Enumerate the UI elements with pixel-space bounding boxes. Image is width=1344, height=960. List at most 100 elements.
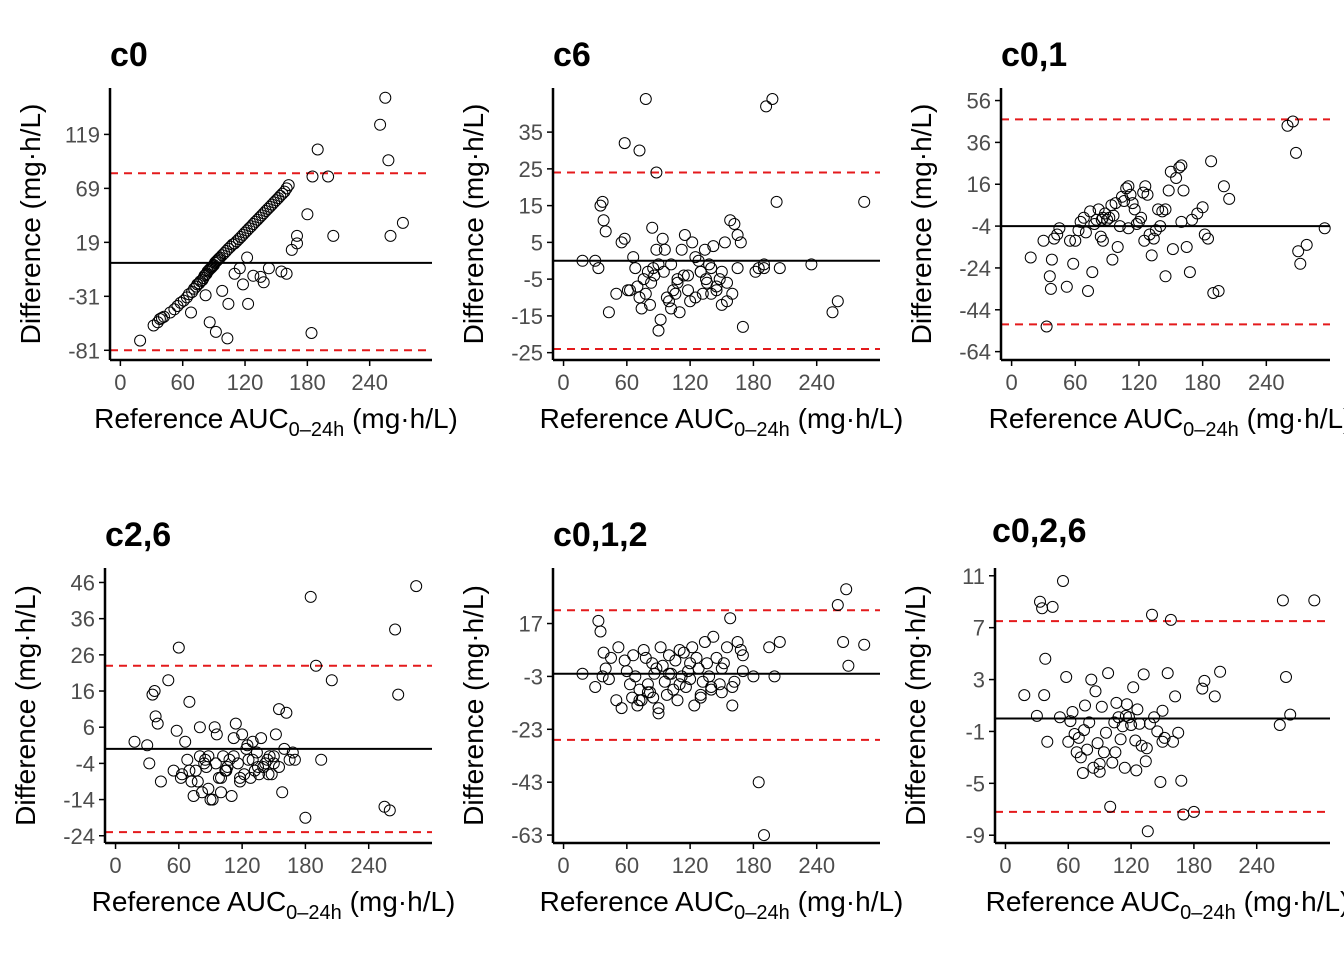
data-point [701, 657, 713, 670]
data-point [1030, 709, 1043, 722]
y-tick-label: 17 [519, 612, 543, 637]
data-point [728, 675, 741, 688]
data-point [736, 649, 749, 662]
data-point [610, 694, 623, 707]
data-point [1207, 287, 1220, 299]
data-point [1156, 205, 1169, 218]
data-point [715, 298, 728, 311]
data-point [686, 236, 699, 249]
y-axis-label: Difference (mg·h/L) [10, 585, 41, 826]
data-point [629, 262, 642, 275]
x-tick-label: 240 [351, 370, 388, 395]
data-point [831, 295, 844, 308]
data-point [217, 750, 230, 763]
data-point [215, 786, 227, 799]
x-tick-label: 180 [735, 370, 772, 395]
y-axis-label: Difference (mg·h/L) [15, 104, 46, 345]
x-tick-label: 180 [1184, 370, 1221, 395]
data-point [1164, 613, 1177, 626]
data-point [1175, 159, 1188, 172]
data-point [633, 291, 646, 304]
data-point [396, 216, 409, 229]
data-point [1156, 704, 1169, 717]
data-point [253, 768, 265, 781]
data-point [654, 313, 667, 326]
x-tick-label: 240 [350, 853, 387, 878]
data-point [291, 229, 303, 242]
data-point [1044, 282, 1057, 295]
data-point [698, 243, 711, 256]
data-point [594, 625, 607, 638]
x-tick-label: 60 [1063, 370, 1087, 395]
data-point [826, 306, 839, 319]
y-tick-label: 69 [76, 176, 100, 201]
data-point [220, 764, 233, 777]
data-point [1051, 228, 1064, 241]
data-point [259, 205, 272, 217]
data-point [726, 287, 739, 300]
data-point [379, 91, 392, 104]
data-point [657, 265, 670, 278]
data-point [185, 775, 198, 788]
y-tick-label: -31 [68, 284, 100, 309]
data-point [639, 93, 652, 105]
data-point [675, 243, 688, 256]
data-point [1284, 708, 1297, 721]
data-point [1139, 180, 1152, 193]
y-tick-label: 3 [973, 668, 985, 693]
x-tick-label: 120 [1121, 370, 1158, 395]
data-point [193, 721, 206, 734]
data-point [392, 688, 405, 701]
data-point [234, 231, 247, 243]
data-point [1046, 600, 1059, 613]
data-point [230, 235, 243, 248]
data-point [243, 222, 256, 235]
x-tick-label: 0 [109, 853, 121, 878]
data-point [1039, 652, 1052, 665]
data-point [1130, 218, 1143, 230]
data-point [715, 265, 728, 278]
y-tick-label: -4 [971, 214, 991, 239]
data-point [1074, 751, 1087, 764]
data-point [592, 262, 605, 275]
y-axis-label: Difference (mg·h/L) [900, 585, 931, 826]
x-tick-label: 120 [672, 370, 709, 395]
data-point [187, 790, 200, 802]
data-point [183, 695, 196, 708]
data-point [1205, 155, 1218, 168]
x-tick-label: 0 [557, 853, 569, 878]
data-point [1308, 594, 1321, 607]
data-point [266, 198, 278, 211]
y-tick-label: -43 [511, 770, 543, 795]
data-point [155, 311, 168, 324]
y-tick-label: -64 [959, 340, 991, 365]
data-point [249, 215, 262, 228]
data-point [1018, 689, 1031, 702]
data-point [1147, 232, 1160, 245]
x-tick-label: 180 [289, 370, 326, 395]
data-point [671, 276, 684, 289]
y-tick-label: -5 [965, 771, 985, 796]
data-point [758, 829, 770, 842]
data-point [1173, 161, 1186, 174]
data-point [216, 284, 229, 297]
data-point [652, 702, 665, 715]
data-point [602, 306, 615, 319]
data-point [389, 623, 402, 636]
data-point [227, 750, 240, 763]
y-tick-label: -24 [959, 256, 991, 281]
data-point [700, 273, 712, 286]
data-point [263, 750, 276, 763]
data-point [202, 750, 215, 763]
data-point [216, 249, 229, 262]
x-tick-label: 60 [170, 370, 194, 395]
data-point [1057, 575, 1069, 587]
data-point [770, 195, 783, 208]
data-point [278, 185, 291, 198]
data-point [259, 757, 272, 770]
data-point [268, 196, 281, 209]
data-point [679, 681, 692, 693]
data-point [1077, 211, 1090, 224]
data-point [1053, 711, 1066, 724]
data-point [1143, 717, 1156, 730]
